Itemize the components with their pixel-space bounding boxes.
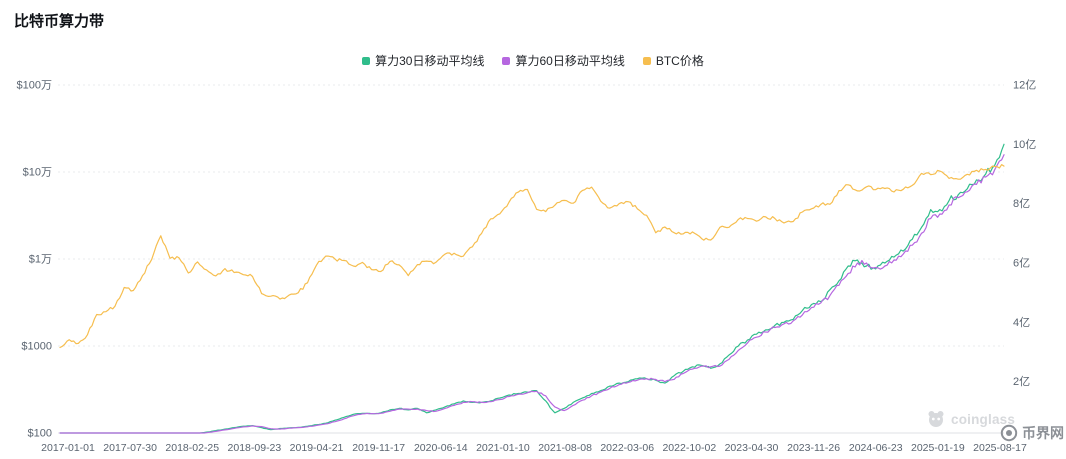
bijiewang-logo-icon <box>1000 424 1018 442</box>
series-line-0 <box>59 143 1005 434</box>
right-axis-tick-label: 6亿 <box>1013 257 1030 270</box>
x-axis-tick-label: 2018-02-25 <box>165 442 219 454</box>
x-axis-tick-label: 2023-11-26 <box>787 442 840 454</box>
brand-badge-text: 币界网 <box>1022 425 1064 441</box>
x-axis-tick-label: 2021-08-08 <box>538 442 592 454</box>
x-axis-tick-label: 2025-01-19 <box>911 442 965 454</box>
coinglass-watermark: coinglass <box>927 410 1015 428</box>
page-title: 比特币算力带 <box>14 13 105 30</box>
left-axis-tick-label: $1000 <box>21 341 52 353</box>
x-axis-tick-label: 2022-03-06 <box>600 442 654 454</box>
right-axis-tick-label: 10亿 <box>1013 138 1036 151</box>
x-axis-tick-label: 2023-04-30 <box>725 442 779 454</box>
x-axis-tick-label: 2019-04-21 <box>290 442 344 454</box>
legend-swatch-icon <box>362 56 371 65</box>
panda-logo-icon <box>928 411 944 427</box>
coinglass-watermark-text: coinglass <box>951 411 1016 427</box>
x-axis-tick-label: 2025-08-17 <box>973 442 1027 454</box>
legend-label: BTC价格 <box>655 54 704 68</box>
left-axis-tick-label: $10万 <box>23 167 52 179</box>
series-line-1 <box>59 154 1005 434</box>
right-axis-tick-label: 12亿 <box>1013 79 1036 92</box>
chart-legend: 算力30日移动平均线 算力60日移动平均线 BTC价格 <box>0 52 1066 69</box>
left-axis-tick-label: $100 <box>28 428 52 440</box>
legend-label: 算力60日移动平均线 <box>515 54 625 68</box>
legend-label: 算力30日移动平均线 <box>375 54 485 68</box>
legend-item-0[interactable]: 算力30日移动平均线 <box>362 52 484 69</box>
series-line-2 <box>59 164 1005 349</box>
x-axis-tick-label: 2022-10-02 <box>662 442 716 454</box>
right-axis-tick-label: 2亿 <box>1013 375 1030 388</box>
legend-item-1[interactable]: 算力60日移动平均线 <box>502 52 625 69</box>
legend-item-2[interactable]: BTC价格 <box>642 52 704 69</box>
x-axis-tick-label: 2019-11-17 <box>352 442 405 454</box>
left-axis-tick-label: $100万 <box>17 80 52 92</box>
x-axis-tick-label: 2021-01-10 <box>476 442 530 454</box>
x-axis-tick-label: 2024-06-23 <box>849 442 903 454</box>
right-axis-tick-label: 4亿 <box>1013 316 1030 329</box>
legend-swatch-icon <box>642 56 651 65</box>
legend-swatch-icon <box>502 56 511 65</box>
x-axis-tick-label: 2017-07-30 <box>103 442 157 454</box>
x-axis-tick-label: 2020-06-14 <box>414 442 468 454</box>
x-axis-tick-label: 2018-09-23 <box>228 442 282 454</box>
right-axis-tick-label: 8亿 <box>1013 197 1030 210</box>
x-axis-tick-label: 2017-01-01 <box>41 442 95 454</box>
brand-badge: 币界网 <box>1000 423 1064 443</box>
left-axis-tick-label: $1万 <box>29 254 52 266</box>
